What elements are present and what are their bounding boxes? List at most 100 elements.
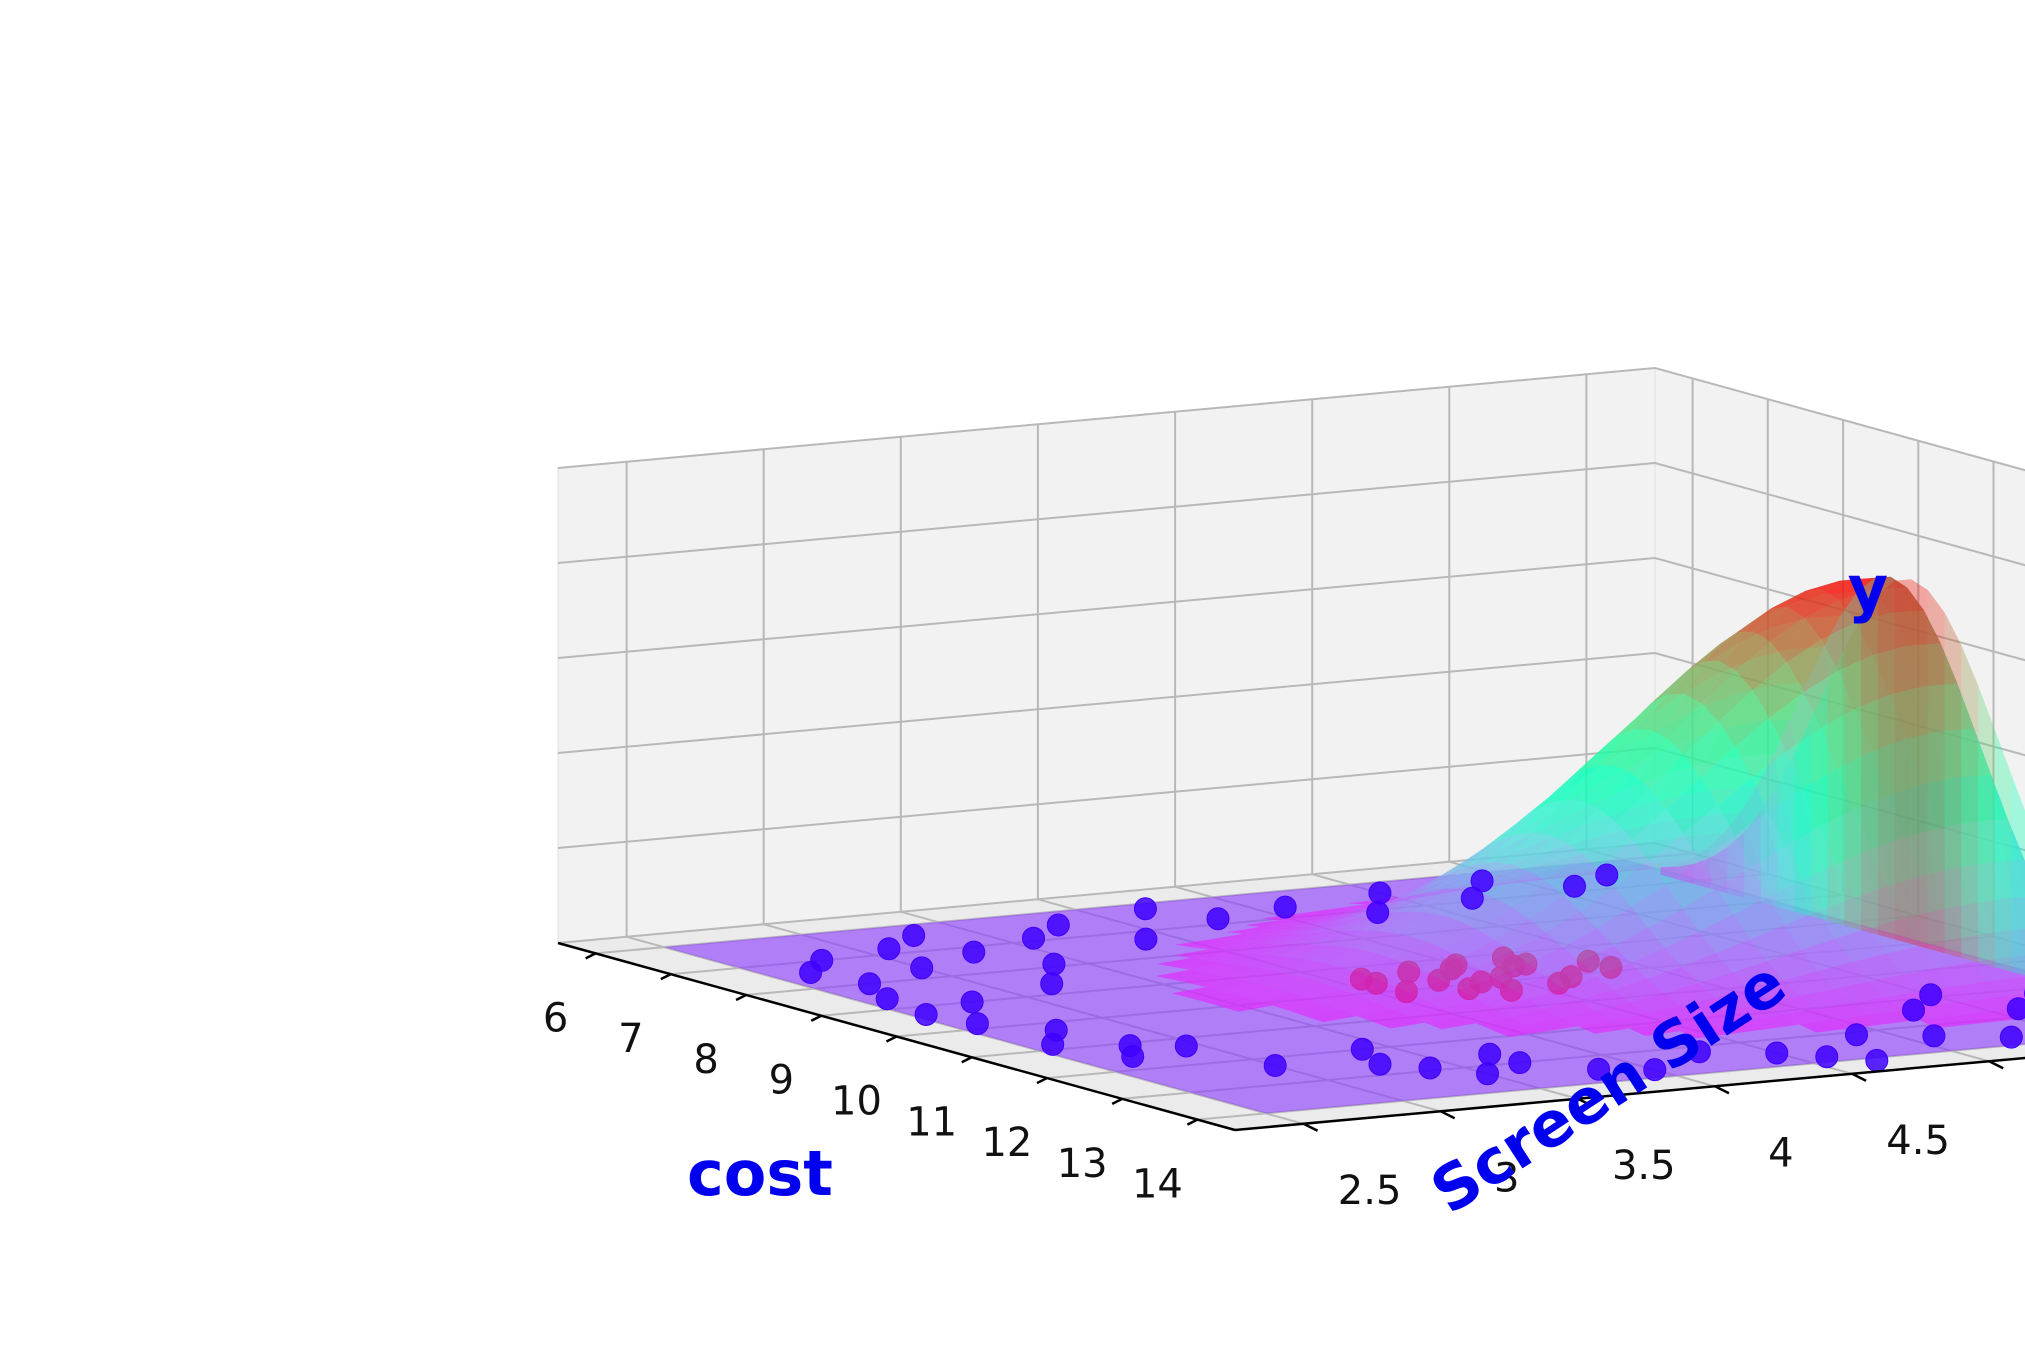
surface-patch	[1295, 913, 1347, 922]
surface-patch	[1206, 965, 1258, 977]
surface-patch	[1782, 1008, 1834, 1025]
surface-patch	[1922, 777, 1974, 828]
surface-patch	[1784, 911, 1836, 950]
surface-patch	[1309, 930, 1361, 946]
surface-patch	[1306, 1009, 1358, 1023]
surface-patch	[1684, 721, 1736, 778]
y-tick-label: 4	[1768, 1130, 1793, 1176]
surface-patch	[1715, 989, 1766, 1010]
y-tick-mark	[1577, 1097, 1593, 1107]
scatter-point-blue	[1919, 983, 1943, 1007]
surface-patch	[2022, 976, 2025, 979]
surface-patch	[1242, 934, 1294, 944]
scatter-point-blue	[1418, 1056, 1442, 1080]
surface-patch	[1394, 912, 1445, 937]
surface-patch	[1682, 888, 1734, 932]
surface-patch	[1580, 887, 1632, 929]
surface-patch	[1698, 972, 1750, 998]
surface-patch	[1615, 788, 1667, 840]
surface-patch	[1307, 989, 1358, 1004]
surface-patch	[1666, 777, 1718, 834]
surface-patch	[1392, 972, 1444, 993]
surface-edge-patch	[1911, 579, 1928, 949]
scatter-point-blue	[1815, 1045, 1839, 1069]
surface-patch	[1463, 834, 1515, 868]
surface-patch	[1221, 1000, 1273, 1012]
surface-patch	[1936, 1000, 1988, 1016]
surface-patch	[1616, 729, 1668, 774]
surface-patch	[1771, 589, 1823, 609]
surface-patch	[1750, 925, 1802, 962]
scatter-point-blue	[1845, 1023, 1868, 1047]
x-tick-label: 7	[618, 1016, 643, 1062]
surface-patch	[1649, 754, 1701, 810]
surface-patch	[1226, 934, 1277, 943]
scatter-point-blue	[1476, 1062, 1499, 1086]
surface-patch	[1736, 607, 1788, 633]
surface-patch	[1292, 930, 1344, 945]
surface-patch	[1327, 914, 1379, 932]
surface-patch	[1921, 868, 1973, 910]
surface-edge-patch	[1693, 857, 1711, 889]
surface-patch	[1681, 953, 1733, 984]
surface-patch	[1989, 928, 2025, 958]
surface-patch	[1629, 993, 1681, 1014]
surface-patch	[1209, 933, 1261, 942]
scatter-point-blue	[914, 1003, 938, 1026]
surface-patch	[1888, 784, 1940, 838]
surface-patch	[1702, 631, 1754, 662]
surface-patch	[1240, 970, 1292, 984]
surface-patch	[1870, 837, 1922, 887]
surface-patch	[1479, 865, 1531, 899]
surface-patch	[1838, 655, 1889, 710]
scatter-point-blue	[1206, 907, 1230, 931]
surface-edge-patch	[1877, 580, 1895, 940]
scatter-point-blue	[1587, 1057, 1611, 1081]
surface-patch	[1803, 670, 1855, 729]
surface-patch	[1766, 950, 1818, 981]
surface-patch	[1394, 889, 1446, 913]
surface-patch	[1241, 955, 1292, 968]
surface-patch	[1598, 774, 1650, 822]
scatter-point-blue	[1508, 1051, 1532, 1075]
surface-patch	[1800, 988, 1852, 1009]
surface-patch	[1887, 876, 1939, 919]
surface-patch	[1291, 963, 1343, 979]
surface-patch	[1493, 999, 1545, 1017]
surface-patch	[1325, 949, 1377, 968]
surface-patch	[1511, 932, 1563, 964]
surface-patch	[1736, 641, 1787, 691]
surface-patch	[1562, 976, 1613, 1000]
surface-patch	[1664, 983, 1715, 1006]
surface-patch	[1579, 945, 1631, 977]
scatter-point-blue	[1460, 886, 1484, 910]
grid-line-z	[557, 461, 2025, 567]
surface-patch	[1190, 962, 1241, 973]
x-tick-mark	[961, 1056, 973, 1064]
axis-lines	[557, 941, 2025, 1132]
surface-patch	[1582, 765, 1634, 809]
surface-patch	[1495, 919, 1547, 952]
surface-patch	[1175, 939, 1226, 948]
surface-patch	[1872, 645, 1924, 695]
surface-patch	[1903, 968, 1955, 992]
x-tick-mark	[885, 1035, 898, 1043]
surface-patch	[1822, 579, 1874, 601]
surface-patch	[1873, 587, 1925, 613]
surface-patch	[1853, 886, 1904, 929]
surface-patch	[1411, 889, 1463, 913]
surface-patch	[1410, 916, 1462, 942]
surface-patch	[1475, 1016, 1527, 1031]
surface-patch	[1393, 942, 1445, 966]
surface-patch	[1241, 943, 1293, 955]
scatter-point-blue	[1350, 1037, 1374, 1061]
surface-edge-patch	[1710, 847, 1728, 894]
surface-patch	[1596, 962, 1648, 990]
tick-labels: 678910111213142.533.544.555.560.00.20.40…	[543, 995, 1950, 1213]
scatter-point-blue	[1922, 1024, 1946, 1048]
surface-patch	[1256, 993, 1307, 1006]
y-tick-mark	[1440, 1110, 1456, 1120]
surface-patch	[1497, 803, 1549, 842]
surface-patch	[1155, 969, 1207, 980]
